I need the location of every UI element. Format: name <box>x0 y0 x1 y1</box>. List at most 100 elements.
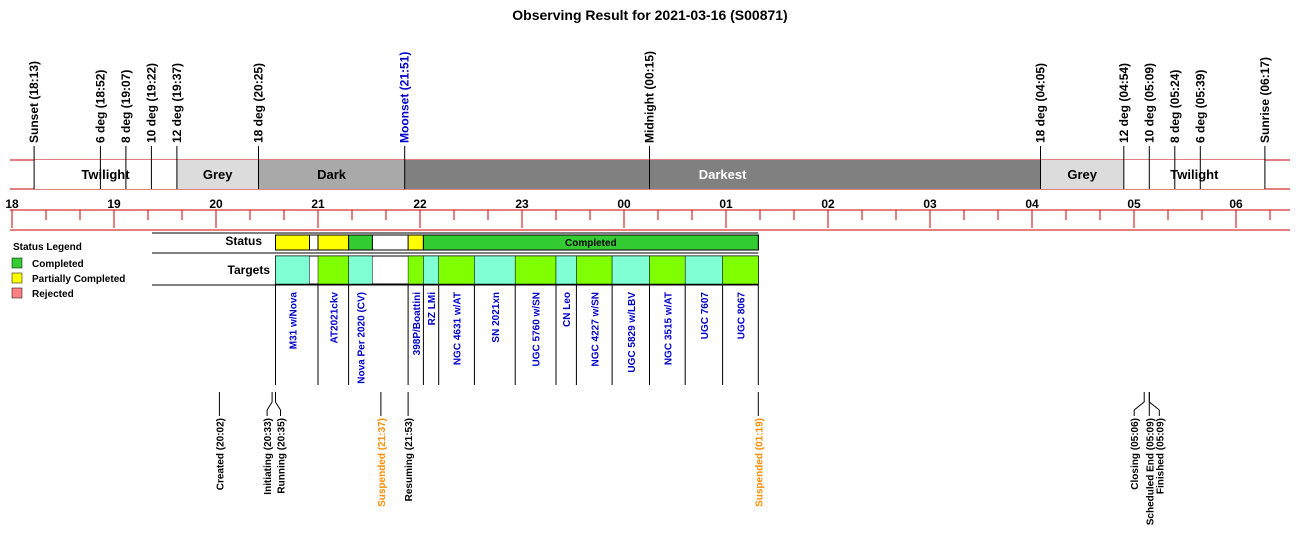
target-name: UGC 8067 <box>736 292 747 340</box>
axis-tick-label: 06 <box>1229 197 1243 211</box>
targets-row: Targets M31 w/Nova AT2021ckv Nova Per 2020 … <box>228 255 759 385</box>
status-segment <box>407 234 424 251</box>
state-event-label: Initiating (20:33) <box>263 418 274 495</box>
sky-event-label: 8 deg (05:24) <box>1168 70 1182 143</box>
target-block <box>407 255 424 285</box>
sky-period-block <box>176 160 259 189</box>
state-event-label: Finished (05:09) <box>1155 418 1166 494</box>
state-event-label: Running (20:35) <box>277 418 288 494</box>
target-block <box>514 255 557 285</box>
sky-period-block <box>404 160 1041 189</box>
sky-period-label: Twilight <box>81 167 130 182</box>
target-name: Nova Per 2020 (CV) <box>357 292 368 384</box>
axis-tick-label: 00 <box>617 197 631 211</box>
target-name: M31 w/Nova <box>289 292 300 350</box>
state-event-label: Resuming (21:53) <box>404 418 415 501</box>
sky-event-label: Midnight (00:15) <box>643 51 657 143</box>
axis-tick-label: 03 <box>923 197 937 211</box>
sky-event-label: 12 deg (04:54) <box>1117 63 1131 143</box>
target-name: RZ LMi <box>427 292 438 326</box>
state-event-connector <box>266 401 273 411</box>
legend-label: Completed <box>32 259 84 270</box>
sky-event-label: Sunset (18:13) <box>27 61 41 143</box>
axis-tick-label: 19 <box>107 197 121 211</box>
status-segment <box>422 234 759 251</box>
target-block <box>576 255 613 285</box>
state-event-connector <box>1133 401 1145 411</box>
state-event-label: Created (20:02) <box>215 418 226 490</box>
target-block <box>649 255 686 285</box>
target-name: NGC 4227 w/SN <box>590 292 601 366</box>
axis-tick-label: 20 <box>209 197 223 211</box>
status-row: Status Completed <box>152 232 759 286</box>
target-block <box>317 255 349 285</box>
legend-swatch <box>11 257 23 269</box>
axis-tick-label: 04 <box>1025 197 1039 211</box>
sky-period-label: Twilight <box>1170 167 1219 182</box>
sky-period-block <box>258 160 405 189</box>
target-block <box>611 255 650 285</box>
status-segment-label: Completed <box>565 238 617 249</box>
state-event-markers: Created (20:02) Initiating (20:33) Running… <box>215 392 1166 525</box>
sky-period-label: Grey <box>1067 167 1097 182</box>
target-name: UGC 7607 <box>700 292 711 340</box>
target-name: UGC 5829 w/LBV <box>627 292 638 373</box>
state-event-connector <box>275 401 281 411</box>
target-name: CN Leo <box>562 292 573 327</box>
target-name: UGC 5760 w/SN <box>532 292 543 366</box>
target-name: NGC 4631 w/AT <box>453 292 464 365</box>
time-axis: 18 19 20 21 22 23 00 01 02 03 04 05 06 <box>5 197 1290 231</box>
target-block <box>555 255 577 285</box>
sky-periods-band: Twilight Grey Dark Darkest Grey Twilight <box>10 159 1290 190</box>
axis-tick-label: 22 <box>413 197 427 211</box>
sky-event-label: 10 deg (19:22) <box>144 63 158 143</box>
target-block <box>348 255 373 285</box>
axis-tick-label: 23 <box>515 197 529 211</box>
legend-label: Rejected <box>32 289 74 300</box>
sky-event-label: 12 deg (19:37) <box>170 63 184 143</box>
axis-tick-label: 21 <box>311 197 325 211</box>
target-name: NGC 3515 w/AT <box>663 292 674 365</box>
axis-tick-label: 18 <box>5 197 19 211</box>
target-block <box>684 255 723 285</box>
sky-event-label: 6 deg (18:52) <box>93 70 107 143</box>
sky-event-markers: Sunset (18:13) 6 deg (18:52) 8 deg (19:07)… <box>27 51 1272 189</box>
sky-period-block <box>1040 160 1124 189</box>
state-event-connector <box>1148 401 1160 411</box>
target-block <box>474 255 516 285</box>
targets-row-label: Targets <box>228 263 271 277</box>
chart-title: Observing Result for 2021-03-16 (S00871) <box>512 7 787 23</box>
state-event-label: Suspended (21:37) <box>377 418 388 507</box>
sky-event-label: Moonset (21:51) <box>398 52 412 143</box>
axis-tick-label: 05 <box>1127 197 1141 211</box>
status-segment <box>275 234 310 251</box>
sky-event-label: 18 deg (20:25) <box>252 63 266 143</box>
state-event-label: Scheduled End (05:09) <box>1145 418 1156 525</box>
status-legend: Status Legend Completed Partially Complete… <box>11 242 125 300</box>
state-event-label: Suspended (01:19) <box>754 418 765 507</box>
legend-swatch <box>11 287 23 299</box>
axis-tick-label: 02 <box>821 197 835 211</box>
sky-event-label: Sunrise (06:17) <box>1258 57 1272 143</box>
target-block <box>722 255 759 285</box>
target-name: AT2021ckv <box>329 292 340 344</box>
sky-period-block <box>34 160 177 189</box>
target-block <box>438 255 475 285</box>
legend-label: Partially Completed <box>32 274 125 285</box>
sky-period-label: Darkest <box>699 167 747 182</box>
sky-event-label: 8 deg (19:07) <box>119 70 133 143</box>
status-row-label: Status <box>225 234 262 248</box>
target-block <box>423 255 439 285</box>
sky-period-label: Dark <box>317 167 347 182</box>
target-name: SN 2021xn <box>491 292 502 343</box>
target-block <box>275 255 310 285</box>
status-segment <box>317 234 350 251</box>
legend-title: Status Legend <box>13 242 82 253</box>
legend-swatch <box>11 272 23 284</box>
state-event-label: Closing (05:06) <box>1130 418 1141 490</box>
sky-period-block <box>1123 160 1265 189</box>
sky-event-label: 10 deg (05:09) <box>1142 63 1156 143</box>
sky-period-label: Grey <box>203 167 233 182</box>
status-segment <box>348 234 373 251</box>
